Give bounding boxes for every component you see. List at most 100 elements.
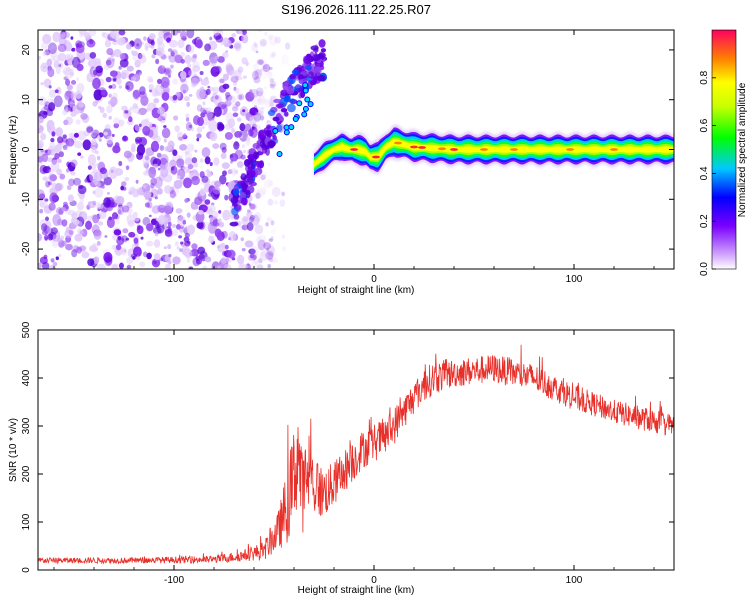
- noise-blob: [110, 96, 118, 106]
- noise-blob: [146, 159, 150, 164]
- noise-blob: [136, 187, 145, 196]
- noise-blob: [213, 157, 220, 166]
- noise-blob: [183, 177, 192, 189]
- branch-blob: [265, 147, 270, 156]
- noise-blob: [267, 263, 271, 269]
- noise-blob: [134, 59, 141, 68]
- noise-blob: [178, 158, 184, 166]
- noise-blob: [180, 59, 185, 64]
- noise-blob: [67, 194, 74, 203]
- noise-blob: [120, 185, 125, 191]
- noise-blob: [239, 123, 246, 132]
- noise-blob: [259, 40, 266, 47]
- branch-blob: [266, 124, 271, 130]
- noise-blob: [75, 44, 85, 54]
- noise-blob: [173, 179, 183, 189]
- noise-blob: [237, 220, 242, 227]
- noise-blob: [253, 112, 262, 122]
- branch-blob: [283, 111, 289, 117]
- noise-blob: [164, 185, 172, 194]
- colorbar-tick-label: 0.0: [699, 262, 710, 276]
- noise-blob: [40, 82, 44, 86]
- noise-blob: [266, 256, 270, 262]
- branch-blob: [289, 98, 296, 104]
- noise-blob: [64, 208, 72, 215]
- noise-blob: [146, 223, 154, 232]
- spectrogram-image: [38, 30, 674, 269]
- ridge-hotspot: [450, 148, 458, 151]
- noise-blob: [264, 99, 273, 108]
- noise-blob: [198, 254, 205, 260]
- noise-blob: [238, 30, 243, 35]
- noise-blob: [249, 253, 255, 259]
- noise-blob: [168, 260, 172, 265]
- noise-blob: [125, 43, 132, 50]
- noise-blob: [43, 65, 47, 69]
- noise-blob: [211, 210, 219, 219]
- branch-blob: [240, 197, 248, 206]
- noise-blob: [121, 135, 129, 142]
- branch-blob: [233, 188, 240, 196]
- noise-blob: [225, 50, 229, 53]
- noise-blob: [66, 66, 71, 73]
- noise-blob: [271, 186, 281, 197]
- noise-blob: [77, 100, 83, 108]
- noise-blob: [42, 33, 52, 45]
- branch-blob: [303, 55, 312, 65]
- noise-blob: [132, 256, 136, 260]
- noise-blob: [109, 30, 117, 39]
- noise-blob: [38, 122, 41, 128]
- spectrogram-ytick-label: -20: [21, 241, 32, 256]
- noise-blob: [251, 126, 255, 131]
- noise-blob: [87, 60, 92, 66]
- noise-blob: [208, 216, 214, 223]
- spectrogram-ytick-label: 10: [21, 94, 32, 106]
- noise-blob: [167, 55, 172, 59]
- branch-blob: [289, 73, 296, 80]
- noise-blob: [238, 76, 243, 81]
- noise-blob: [191, 204, 195, 209]
- noise-blob: [157, 215, 166, 225]
- noise-blob: [186, 224, 196, 235]
- noise-blob: [38, 262, 42, 269]
- noise-blob: [41, 153, 49, 163]
- noise-blob: [40, 132, 47, 141]
- noise-blob: [120, 69, 130, 79]
- noise-blob: [119, 53, 126, 61]
- noise-blob: [207, 204, 216, 213]
- noise-blob: [128, 231, 136, 238]
- noise-blob: [200, 86, 205, 92]
- noise-blob: [196, 221, 204, 229]
- noise-blob: [257, 239, 266, 251]
- snr-axes: -100 0 100 0 100 200 300 400 500: [21, 321, 674, 586]
- noise-blob: [200, 78, 210, 86]
- noise-blob: [185, 117, 190, 122]
- noise-blob: [132, 74, 140, 82]
- branch-blob: [247, 175, 254, 185]
- noise-blob: [214, 55, 220, 60]
- noise-blob: [39, 218, 48, 228]
- branch-blob: [295, 83, 301, 88]
- noise-blob: [248, 202, 252, 206]
- noise-blob: [106, 217, 115, 229]
- noise-blob: [65, 106, 71, 114]
- noise-blob: [269, 34, 278, 46]
- noise-blob: [44, 198, 49, 202]
- noise-blob: [184, 157, 194, 166]
- noise-blob: [224, 194, 229, 201]
- noise-blob: [111, 133, 115, 138]
- branch-highlight: [283, 124, 290, 131]
- branch-blob: [291, 69, 300, 76]
- branch-highlight: [302, 82, 309, 89]
- noise-blob: [48, 42, 58, 55]
- noise-blob: [243, 263, 248, 269]
- noise-blob: [204, 156, 211, 165]
- noise-blob: [126, 65, 134, 72]
- noise-blob: [200, 112, 206, 118]
- noise-blob: [198, 77, 203, 82]
- noise-blob: [175, 208, 183, 214]
- noise-blob: [241, 215, 249, 226]
- noise-blob: [238, 95, 243, 100]
- noise-blob: [91, 132, 98, 139]
